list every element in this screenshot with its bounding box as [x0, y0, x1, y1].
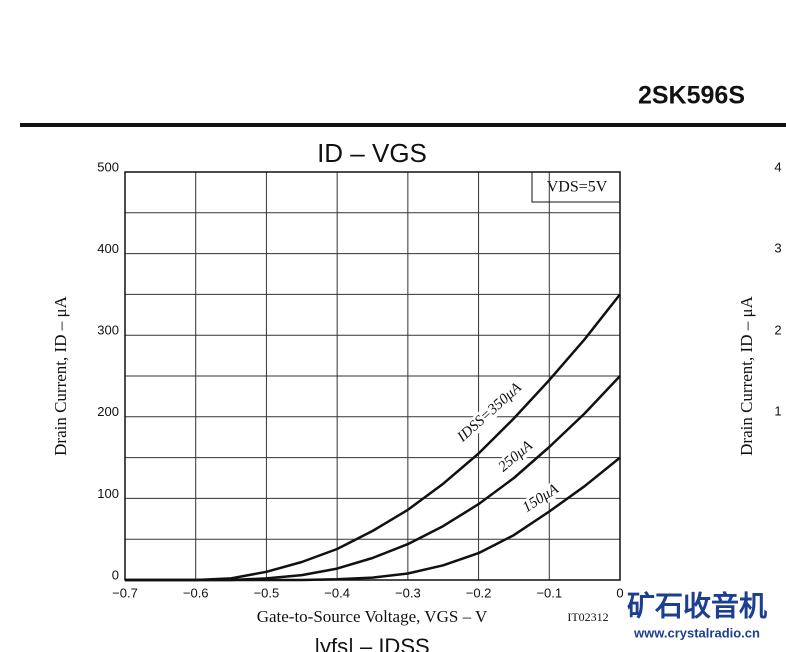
- y-tick-label: 0: [112, 567, 119, 582]
- part-number: 2SK596S: [638, 82, 745, 110]
- x-tick-label: −0.3: [395, 585, 421, 600]
- label-background: [493, 436, 538, 477]
- y-tick-label: 400: [97, 241, 119, 256]
- x-tick-label: −0.5: [254, 585, 280, 600]
- x-tick-label: −0.6: [183, 585, 209, 600]
- label-background: [452, 377, 527, 448]
- neighbor-tick-label: 4: [774, 159, 781, 174]
- condition-annotation: VDS=5V: [547, 179, 608, 196]
- y-tick-label: 300: [97, 323, 119, 338]
- y-tick-label: 500: [97, 159, 119, 174]
- x-tick-label: −0.1: [536, 585, 562, 600]
- neighbor-tick-label: 3: [774, 240, 781, 255]
- label-background: [518, 479, 564, 518]
- y-tick-label: 200: [97, 404, 119, 419]
- x-tick-label: 0: [616, 585, 623, 600]
- figure-id: IT02312: [567, 610, 608, 624]
- chart-title: ID – VGS: [317, 138, 427, 168]
- y-axis-label: Drain Current, ID – μA: [51, 295, 70, 455]
- watermark-text: 矿石收音机: [627, 589, 767, 621]
- x-axis-label: Gate-to-Source Voltage, VGS – V: [257, 607, 488, 626]
- y-tick-label: 100: [97, 486, 119, 501]
- x-tick-label: −0.4: [324, 585, 350, 600]
- neighbor-tick-label: 2: [774, 322, 781, 337]
- neighbor-tick-label: 1: [774, 403, 781, 418]
- neighbor-title: |yfs| – IDSS: [314, 634, 429, 652]
- plot: 0 100 200 300 400 500 −0.7 −0.6 −0.5 −0.4 −0.3 −0.2…: [97, 159, 623, 600]
- series-line: [125, 456, 621, 582]
- series-line: [125, 375, 621, 582]
- series-line: [125, 293, 621, 582]
- series-label: IDSS=350μA: [454, 379, 526, 446]
- x-tick-label: −0.7: [112, 585, 138, 600]
- x-tick-label: −0.2: [466, 585, 492, 600]
- neighbor-y-label: Drain Current, ID – μA: [737, 295, 756, 455]
- annotation-box: [531, 172, 620, 203]
- watermark-url: www.crystalradio.cn: [633, 625, 760, 640]
